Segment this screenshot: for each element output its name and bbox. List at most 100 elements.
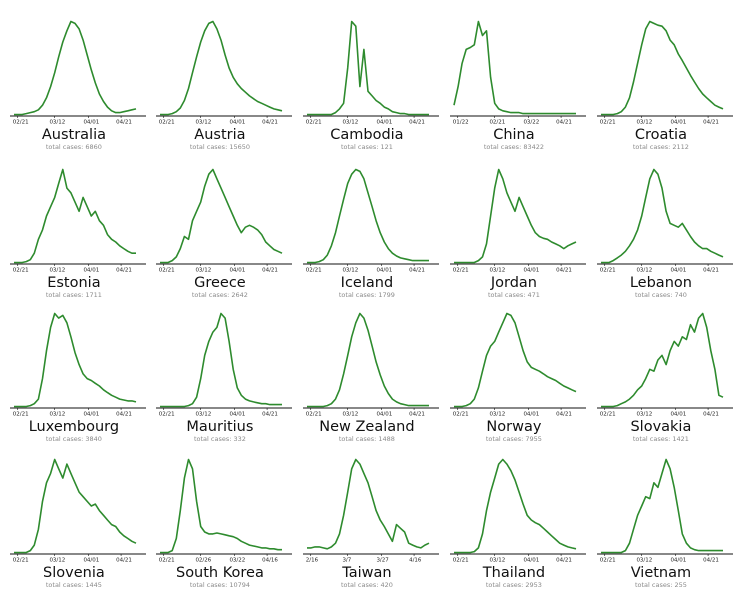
x-tick-label: 04/21 — [116, 558, 132, 564]
series-line — [453, 20, 576, 115]
x-tick-label: 03/22 — [229, 558, 245, 564]
x-tick-label: 02/21 — [600, 268, 616, 274]
x-tick-label: 04/21 — [116, 412, 132, 418]
series-line — [454, 458, 577, 554]
x-tick-label: 04/01 — [376, 268, 392, 274]
series-line — [307, 312, 429, 408]
x-tick-label: 02/21 — [489, 120, 505, 126]
country-name: Jordan — [490, 275, 537, 291]
x-tick-label: 03/12 — [49, 412, 65, 418]
series-line — [601, 458, 723, 554]
x-tick-label: 04/01 — [229, 412, 245, 418]
x-tick-label: 04/21 — [262, 120, 278, 126]
x-tick-label: 02/26 — [195, 558, 211, 564]
x-tick-label: 04/01 — [376, 120, 392, 126]
country-name: Croatia — [635, 127, 687, 143]
x-tick-label: 03/12 — [489, 268, 505, 274]
series-line — [14, 20, 137, 116]
x-tick-label: 04/01 — [670, 268, 686, 274]
series-line — [307, 458, 430, 550]
total-cases-label: total cases: 1799 — [339, 291, 395, 299]
x-tick-label: 04/01 — [376, 412, 392, 418]
total-cases-label: total cases: 740 — [635, 291, 687, 299]
x-tick-label: 02/21 — [159, 412, 175, 418]
total-cases-label: total cases: 7955 — [486, 435, 542, 443]
x-tick-label: 02/21 — [13, 120, 29, 126]
x-tick-label: 04/01 — [523, 268, 539, 274]
series-line — [601, 20, 724, 116]
x-tick-label: 03/12 — [195, 120, 211, 126]
x-tick-label: 03/12 — [342, 268, 358, 274]
x-tick-label: 03/12 — [636, 268, 652, 274]
total-cases-label: total cases: 1445 — [46, 581, 102, 589]
x-tick-label: 04/21 — [556, 268, 572, 274]
country-name: Lebanon — [630, 275, 692, 291]
x-tick-label: 04/01 — [229, 120, 245, 126]
x-tick-label: 02/21 — [306, 412, 322, 418]
total-cases-label: total cases: 332 — [194, 435, 246, 443]
x-tick-label: 04/01 — [523, 558, 539, 564]
series-line — [160, 20, 283, 116]
x-tick-label: 04/21 — [703, 558, 719, 564]
x-tick-label: 01/22 — [453, 120, 469, 126]
x-tick-label: 03/12 — [195, 412, 211, 418]
country-name: Greece — [194, 275, 246, 291]
total-cases-label: total cases: 83422 — [484, 143, 544, 151]
country-name: New Zealand — [319, 419, 414, 435]
x-tick-label: 03/12 — [636, 558, 652, 564]
total-cases-label: total cases: 121 — [341, 143, 393, 151]
country-name: Australia — [42, 127, 106, 143]
x-tick-label: 03/12 — [49, 558, 65, 564]
total-cases-label: total cases: 10794 — [190, 581, 250, 589]
country-name: Taiwan — [341, 565, 391, 581]
x-tick-label: 2/16 — [306, 558, 319, 564]
x-tick-label: 02/21 — [600, 412, 616, 418]
total-cases-label: total cases: 1711 — [46, 291, 102, 299]
series-line — [14, 312, 137, 408]
x-tick-label: 04/01 — [229, 268, 245, 274]
series-line — [307, 168, 429, 264]
x-tick-label: 3/7 — [342, 558, 351, 564]
total-cases-label: total cases: 2953 — [486, 581, 542, 589]
x-tick-label: 02/21 — [306, 268, 322, 274]
x-tick-label: 03/12 — [636, 120, 652, 126]
x-tick-label: 02/21 — [13, 412, 29, 418]
country-name: Vietnam — [631, 565, 691, 581]
x-tick-label: 04/21 — [262, 412, 278, 418]
x-tick-label: 03/12 — [49, 268, 65, 274]
series-line — [601, 312, 724, 408]
x-tick-label: 02/21 — [306, 120, 322, 126]
x-tick-label: 04/21 — [703, 412, 719, 418]
x-tick-label: 04/21 — [703, 120, 719, 126]
total-cases-label: total cases: 2642 — [192, 291, 248, 299]
x-tick-label: 04/01 — [670, 412, 686, 418]
x-tick-label: 02/21 — [453, 558, 469, 564]
x-tick-label: 03/12 — [489, 412, 505, 418]
x-tick-label: 04/21 — [409, 412, 425, 418]
country-name: Cambodia — [330, 127, 403, 143]
series-line — [160, 312, 282, 408]
x-tick-label: 3/27 — [376, 558, 389, 564]
x-tick-label: 04/21 — [116, 120, 132, 126]
x-tick-label: 4/16 — [409, 558, 422, 564]
x-tick-label: 03/12 — [195, 268, 211, 274]
series-line — [307, 20, 429, 116]
country-name: South Korea — [176, 565, 264, 581]
country-name: Norway — [486, 419, 541, 435]
x-tick-label: 02/21 — [159, 120, 175, 126]
total-cases-label: total cases: 3840 — [46, 435, 102, 443]
